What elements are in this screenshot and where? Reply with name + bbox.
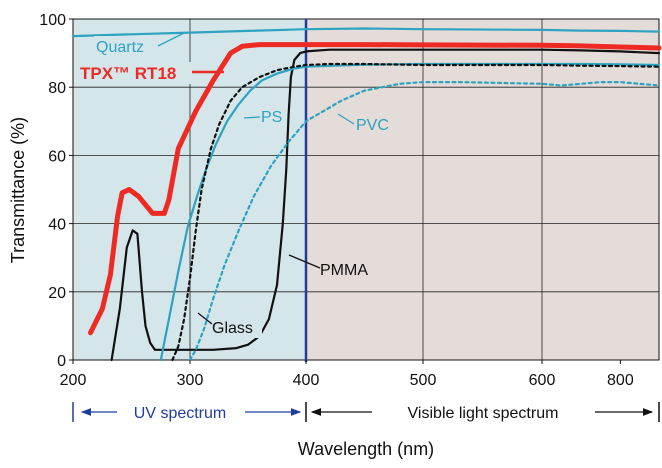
grid-lines — [73, 19, 659, 360]
tpx-label-bg — [78, 62, 192, 84]
y-tick-labels: 0 20 40 60 80 100 — [39, 12, 73, 370]
tpx-label: TPX™ RT18 — [80, 64, 176, 83]
uv-spectrum-label: UV spectrum — [134, 405, 226, 422]
x-tick-label: 800 — [607, 372, 634, 389]
visible-spectrum-label: Visible light spectrum — [408, 405, 559, 422]
quartz-leader — [157, 32, 185, 47]
y-tick-label: 100 — [39, 12, 66, 29]
pvc-label: PVC — [356, 117, 389, 134]
y-axis-label: Transmittance (%) — [8, 117, 28, 263]
pmma-leader — [288, 254, 321, 269]
series-line-pmma — [110, 48, 661, 362]
series-annotations: Quartz TPX™ RT18 PS PVC Glass PMMA — [78, 32, 389, 338]
x-tick-label: 200 — [60, 372, 87, 389]
x-tick-label: 300 — [177, 372, 204, 389]
y-tick-label: 20 — [48, 285, 66, 302]
series-line-glass — [171, 62, 661, 362]
pmma-label: PMMA — [320, 262, 368, 279]
x-axis-label: Wavelength (nm) — [298, 439, 434, 459]
y-tick-label: 60 — [48, 148, 66, 165]
y-tick-label: 40 — [48, 217, 66, 234]
series-line-pvc — [188, 81, 661, 362]
ps-leader — [243, 116, 261, 119]
x-tick-label: 400 — [293, 372, 320, 389]
series-layer — [71, 27, 662, 362]
quartz-label: Quartz — [96, 39, 144, 56]
glass-label-bg — [210, 318, 262, 338]
ps-label: PS — [261, 109, 282, 126]
y-tick-label: 0 — [57, 353, 66, 370]
series-line-tpx-rt18 — [88, 42, 662, 336]
quartz-label-bg — [94, 36, 162, 56]
ps-label-bg — [258, 106, 284, 126]
series-line-quartz — [71, 27, 661, 38]
plot-frame — [72, 18, 660, 361]
y-tick-label: 80 — [48, 80, 66, 97]
x-tick-label: 500 — [410, 372, 437, 389]
glass-label: Glass — [212, 320, 253, 337]
x-tick-labels: 200 300 400 500 600 800 — [60, 360, 634, 389]
series-line-ps — [159, 62, 661, 362]
pvc-leader — [337, 113, 355, 125]
x-tick-label: 600 — [529, 372, 556, 389]
glass-leader — [197, 312, 213, 325]
visible-region — [306, 19, 659, 360]
